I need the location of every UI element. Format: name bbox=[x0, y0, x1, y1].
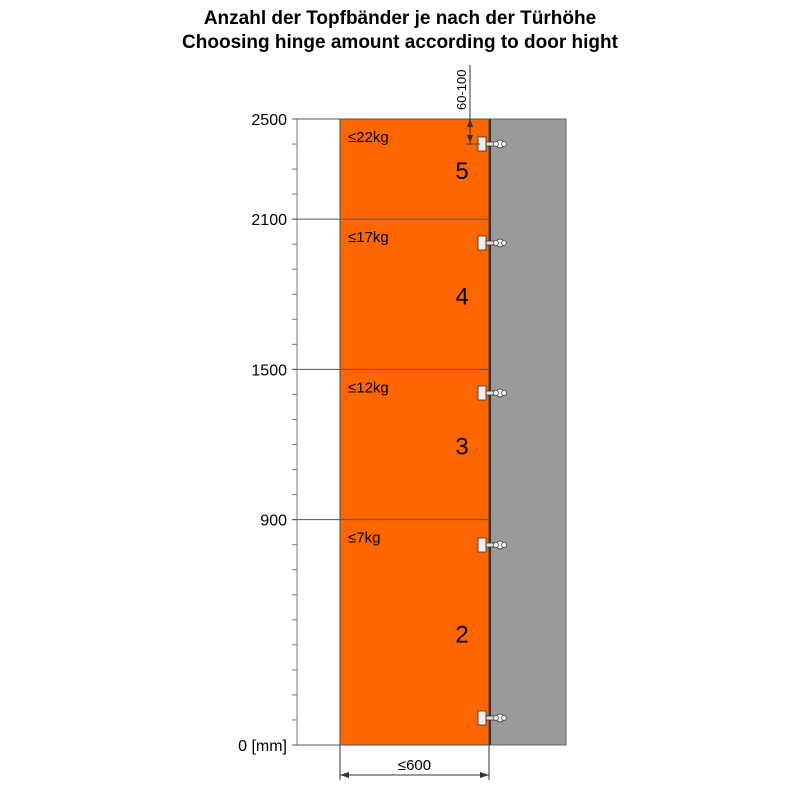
width-arrow bbox=[340, 772, 349, 778]
weight-label: ≤7kg bbox=[348, 530, 380, 547]
hinge-icon bbox=[477, 385, 507, 401]
offset-arrow bbox=[467, 135, 473, 143]
hinge-count: 2 bbox=[455, 621, 468, 648]
hinge-count: 3 bbox=[455, 434, 468, 461]
hinge-icon bbox=[477, 235, 507, 251]
axis-label: 2500 bbox=[251, 112, 287, 129]
weight-label: ≤22kg bbox=[348, 129, 389, 146]
axis-label: 900 bbox=[260, 513, 287, 530]
width-label: ≤600 bbox=[398, 757, 431, 774]
hinge-icon bbox=[477, 136, 507, 152]
offset-label: 60-100 bbox=[454, 70, 469, 110]
width-arrow bbox=[480, 772, 489, 778]
hinge-icon bbox=[477, 710, 507, 726]
axis-label: 2100 bbox=[251, 212, 287, 229]
weight-label: ≤12kg bbox=[348, 379, 389, 396]
cabinet-side bbox=[489, 118, 567, 746]
axis-label: 1500 bbox=[251, 362, 287, 379]
title-english: Choosing hinge amount according to door … bbox=[182, 32, 618, 53]
axis-label: 0 [mm] bbox=[238, 738, 287, 755]
weight-label: ≤17kg bbox=[348, 229, 389, 246]
hinge-icon bbox=[477, 537, 507, 553]
hinge-count: 4 bbox=[455, 283, 468, 310]
door-panel bbox=[339, 118, 490, 746]
hinge-count: 5 bbox=[455, 158, 468, 185]
title-german: Anzahl der Topfbänder je nach der Türhöh… bbox=[203, 8, 597, 29]
offset-arrow bbox=[467, 119, 473, 127]
